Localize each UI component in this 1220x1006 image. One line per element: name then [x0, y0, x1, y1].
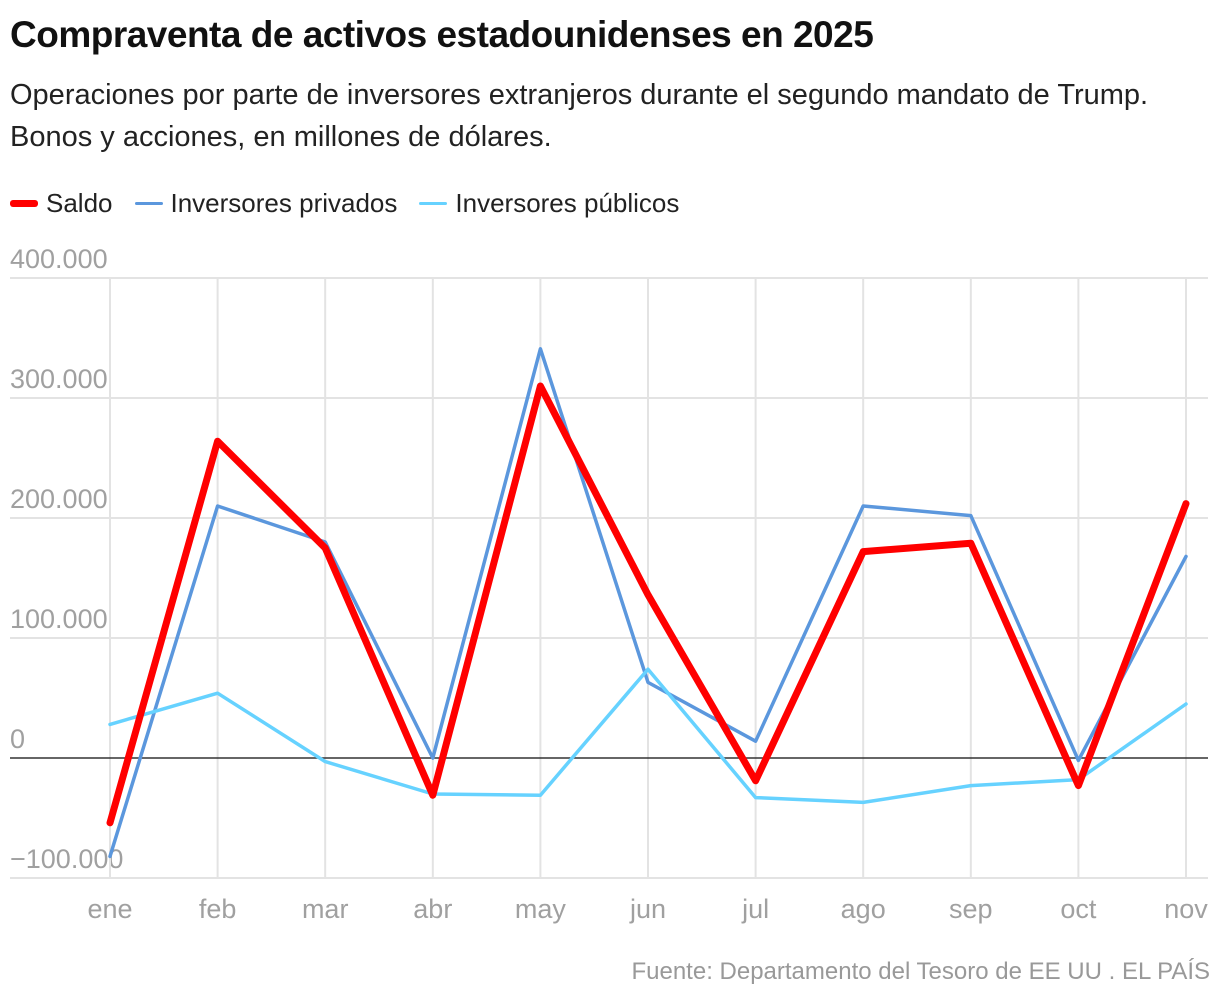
y-tick-label: 100.000: [10, 604, 108, 634]
y-tick-label: 400.000: [10, 244, 108, 274]
y-tick-label: 200.000: [10, 484, 108, 514]
y-tick-label: 300.000: [10, 364, 108, 394]
legend-item-saldo: Saldo: [10, 188, 113, 219]
x-tick-label: oct: [1060, 894, 1097, 924]
legend-label: Saldo: [46, 188, 113, 218]
x-tick-label: mar: [302, 894, 349, 924]
legend-label: Inversores públicos: [455, 188, 680, 218]
source-note: Fuente: Departamento del Tesoro de EE UU…: [631, 958, 1210, 985]
x-tick-label: nov: [1164, 894, 1208, 924]
legend-label: Inversores privados: [170, 188, 398, 218]
chart-subtitle: Operaciones por parte de inversores extr…: [10, 79, 1149, 153]
x-tick-label: sep: [949, 894, 993, 924]
y-tick-label: −100.000: [10, 844, 123, 874]
x-tick-label: may: [515, 894, 567, 924]
chart-title: Compraventa de activos estadounidenses e…: [10, 14, 874, 55]
x-tick-label: feb: [199, 894, 237, 924]
x-tick-label: ene: [87, 894, 132, 924]
x-tick-label: jul: [741, 894, 769, 924]
legend-item-privados: Inversores privados: [134, 188, 398, 219]
x-tick-label: ago: [841, 894, 886, 924]
x-tick-label: jun: [629, 894, 666, 924]
legend-item-publicos: Inversores públicos: [419, 188, 679, 219]
x-tick-label: abr: [413, 894, 452, 924]
y-tick-label: 0: [10, 724, 25, 754]
legend: Saldo Inversores privados Inversores púb…: [10, 188, 679, 219]
